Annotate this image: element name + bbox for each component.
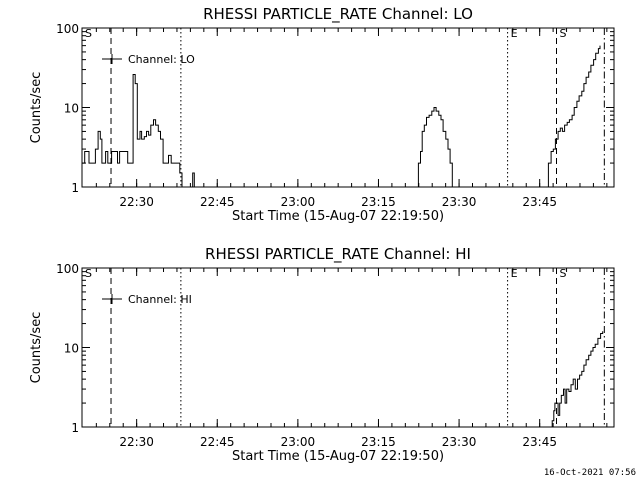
x-tick-label: 23:15 — [361, 195, 396, 209]
event-marker-label: E — [511, 267, 518, 280]
x-tick-label: 23:30 — [442, 435, 477, 449]
legend-label: Channel: HI — [128, 293, 192, 306]
y-tick-label: 100 — [56, 22, 79, 36]
x-tick-label: 22:45 — [200, 195, 235, 209]
y-tick-label: 100 — [56, 262, 79, 276]
chart-title: RHESSI PARTICLE_RATE Channel: HI — [205, 245, 471, 264]
x-tick-label: 22:45 — [200, 435, 235, 449]
legend-label: Channel: LO — [128, 53, 195, 66]
y-tick-label: 10 — [64, 102, 79, 116]
plot-frame — [81, 27, 615, 188]
y-axis-label: Counts/sec — [29, 72, 44, 144]
footer-timestamp: 16-Oct-2021 07:56 — [544, 468, 636, 478]
event-marker-label: S — [85, 27, 92, 40]
x-tick-label: 23:15 — [361, 435, 396, 449]
series-line — [546, 45, 601, 188]
event-marker-label: S — [85, 267, 92, 280]
event-marker-label: E — [511, 27, 518, 40]
series-line — [551, 331, 604, 428]
x-axis-label: Start Time (15-Aug-07 22:19:50) — [232, 449, 444, 464]
series-line — [82, 74, 183, 187]
series-line — [191, 172, 195, 188]
x-tick-label: 23:45 — [522, 195, 557, 209]
y-axis-label: Counts/sec — [29, 312, 44, 384]
y-tick-label: 10 — [64, 342, 79, 356]
x-tick-label: 23:00 — [281, 195, 316, 209]
plot-frame — [81, 267, 615, 428]
x-tick-label: 22:30 — [119, 435, 154, 449]
y-tick-label: 1 — [71, 181, 79, 195]
x-tick-label: 23:30 — [442, 195, 477, 209]
event-marker-label: S — [560, 27, 567, 40]
x-tick-label: 22:30 — [119, 195, 154, 209]
series-line — [416, 107, 453, 188]
x-tick-label: 23:45 — [522, 435, 557, 449]
y-tick-label: 1 — [71, 421, 79, 435]
x-tick-label: 23:00 — [281, 435, 316, 449]
event-marker-label: S — [560, 267, 567, 280]
chart-title: RHESSI PARTICLE_RATE Channel: LO — [203, 5, 473, 24]
x-axis-label: Start Time (15-Aug-07 22:19:50) — [232, 209, 444, 224]
